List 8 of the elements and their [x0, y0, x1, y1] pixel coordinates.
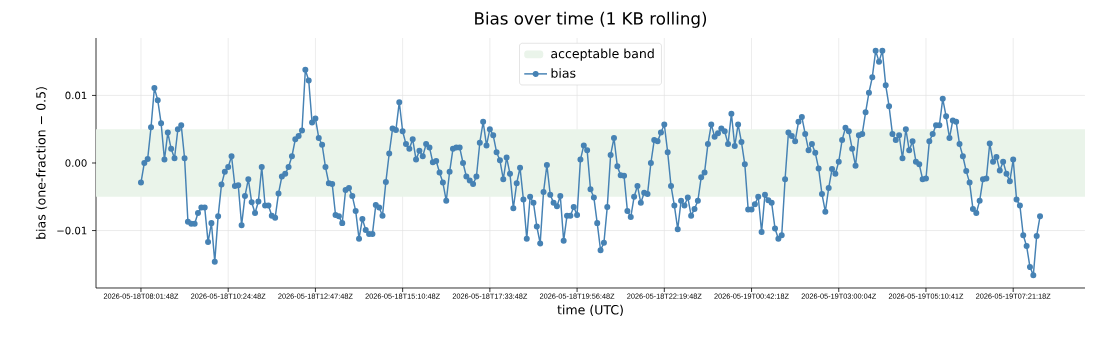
y-tick-label: 0.00 [65, 159, 87, 167]
y-axis-title: bias (one-fraction − 0.5) [35, 87, 48, 239]
x-axis-title: time (UTC) [557, 304, 623, 316]
chart-title: Bias over time (1 KB rolling) [475, 11, 707, 28]
legend-label: acceptable band [551, 48, 654, 61]
legend-label: bias [551, 68, 576, 78]
y-tick-label: 0.01 [65, 91, 87, 100]
y-tick-label: −0.01 [57, 226, 87, 235]
